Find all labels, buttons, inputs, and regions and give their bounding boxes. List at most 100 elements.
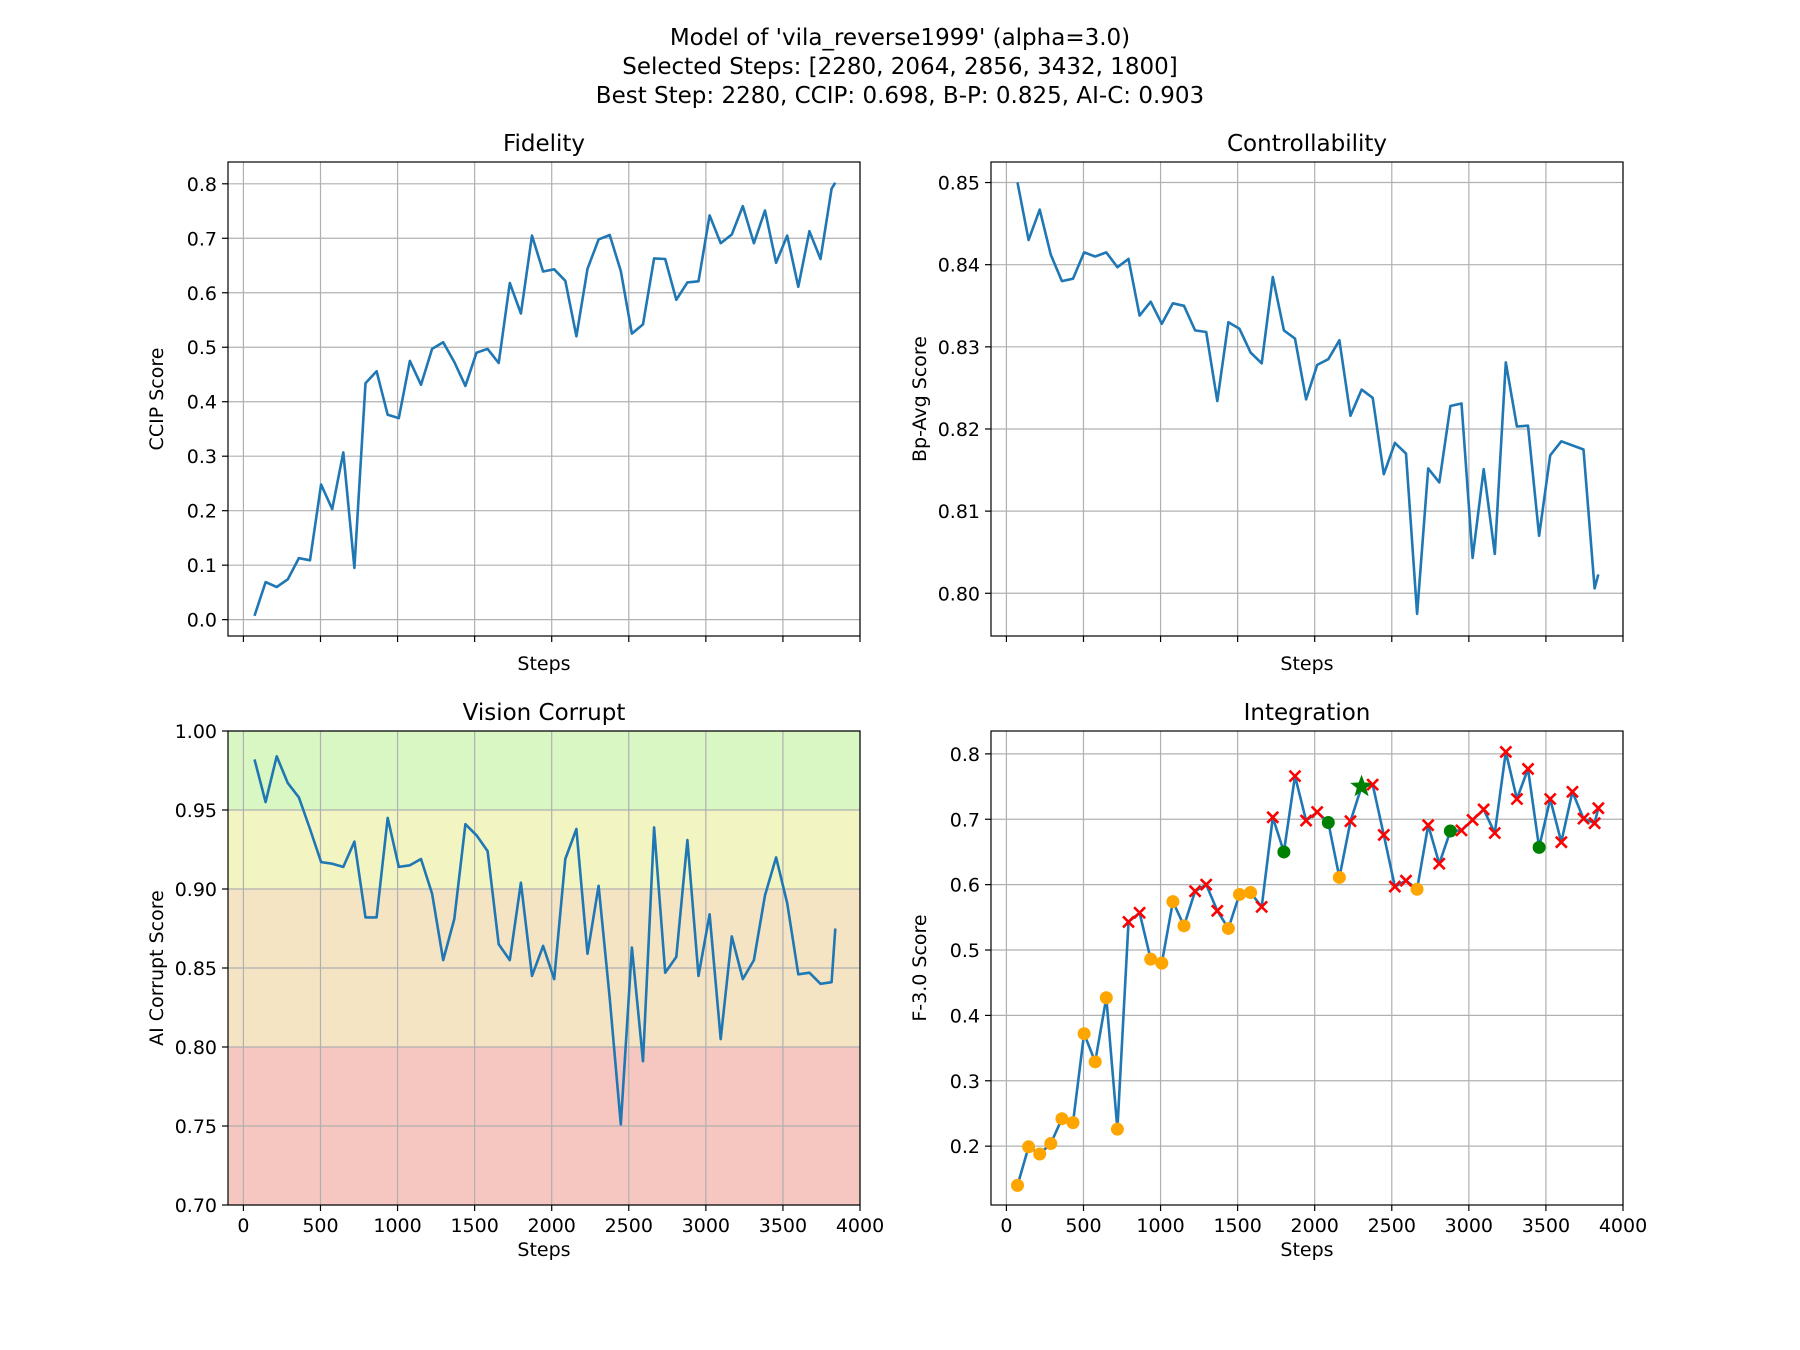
controllability-axes-frame	[990, 161, 1624, 637]
integration-excluded-point-marker	[1399, 874, 1413, 888]
integration-point-marker	[1011, 1178, 1025, 1192]
integration-excluded-point-marker	[1122, 915, 1135, 929]
integration-excluded-point-marker	[1488, 826, 1502, 840]
controllability-x-axis-label: Steps	[1280, 653, 1333, 675]
integration-x-tick-label: 0	[1000, 1215, 1012, 1237]
vision-corrupt-x-tick-label: 2500	[605, 1215, 653, 1237]
integration-point-marker	[1022, 1140, 1036, 1154]
fidelity-y-tick-label: 0.6	[187, 283, 217, 305]
integration-point-marker	[1077, 1027, 1091, 1041]
integration-point-marker	[1088, 1055, 1102, 1069]
integration-point-marker	[1033, 1147, 1047, 1161]
integration-x-axis-label: Steps	[1280, 1239, 1333, 1261]
integration-selected-step-marker	[1532, 840, 1546, 854]
integration-point-marker	[1221, 921, 1235, 935]
integration-selected-step-marker	[1443, 824, 1457, 838]
integration-excluded-point-marker	[1591, 801, 1605, 815]
integration-point-marker	[1044, 1137, 1058, 1151]
integration-x-tick-label: 2500	[1368, 1215, 1416, 1237]
figure-title-line-2: Selected Steps: [2280, 2064, 2856, 3432,…	[622, 54, 1178, 80]
integration-x-tick-label: 3500	[1522, 1215, 1570, 1237]
integration-excluded-point-marker	[1510, 792, 1524, 806]
integration-point-marker	[1055, 1112, 1069, 1126]
vision-corrupt-y-tick-label: 0.90	[175, 879, 217, 901]
vision-corrupt-x-axis-label: Steps	[517, 1239, 570, 1261]
integration-x-tick-label: 500	[1065, 1215, 1101, 1237]
integration-excluded-point-marker	[1499, 745, 1513, 759]
fidelity-x-axis-label: Steps	[517, 653, 570, 675]
vision-corrupt-x-tick-label: 1500	[450, 1215, 498, 1237]
fidelity-y-tick-label: 0.5	[187, 337, 217, 359]
integration-y-tick-label: 0.3	[950, 1071, 980, 1093]
fidelity-axes-frame	[227, 161, 861, 637]
integration-excluded-point-marker	[1310, 805, 1324, 819]
integration-excluded-point-marker	[1521, 762, 1535, 776]
figure-title-line-1: Model of 'vila_reverse1999' (alpha=3.0)	[670, 25, 1130, 51]
integration-excluded-point-marker	[1566, 785, 1579, 799]
vision-corrupt-y-tick-label: 0.70	[175, 1195, 217, 1217]
vision-corrupt-x-tick-label: 1000	[373, 1215, 421, 1237]
integration-excluded-point-marker	[1133, 906, 1147, 920]
controllability-y-tick-label: 0.80	[938, 583, 980, 605]
controllability-chart: 0.80 0.81 0.82 0.83 0.84 0.85 Controllability S…	[909, 131, 1624, 675]
integration-y-tick-label: 0.6	[950, 875, 980, 897]
integration-axes-frame	[990, 730, 1624, 1206]
vision-corrupt-y-tick-label: 1.00	[175, 721, 217, 743]
integration-excluded-point-marker	[1455, 823, 1468, 837]
integration-y-axis-label: F-3.0 Score	[909, 914, 931, 1021]
integration-y-tick-label: 0.4	[950, 1005, 980, 1027]
figure-title-line-3: Best Step: 2280, CCIP: 0.698, B-P: 0.825…	[596, 83, 1204, 109]
integration-excluded-point-marker	[1421, 818, 1435, 832]
vision-corrupt-x-tick-label: 4000	[836, 1215, 884, 1237]
integration-y-tick-label: 0.5	[950, 940, 980, 962]
vision-corrupt-x-tick-label: 3000	[682, 1215, 730, 1237]
integration-point-marker	[1110, 1122, 1124, 1136]
controllability-y-tick-label: 0.83	[938, 337, 980, 359]
integration-excluded-point-marker	[1388, 880, 1402, 894]
integration-excluded-point-marker	[1466, 813, 1479, 827]
integration-excluded-point-marker	[1477, 803, 1491, 816]
integration-excluded-point-marker	[1299, 814, 1313, 827]
vision-corrupt-y-tick-label: 0.95	[175, 800, 217, 822]
vision-corrupt-x-tick-label: 3500	[759, 1215, 807, 1237]
fidelity-chart: 0.0 0.1 0.2 0.3 0.4 0.5 0.6 0.7 0.8 Fidelity Steps…	[146, 131, 861, 675]
integration-x-tick-label: 4000	[1599, 1215, 1647, 1237]
fidelity-title: Fidelity	[503, 131, 585, 157]
fidelity-y-tick-label: 0.0	[187, 610, 217, 632]
integration-point-marker	[1155, 956, 1169, 970]
vision-corrupt-chart: 0 500 1000 1500 2000 2500 3000 3500 4000 0.70 0.75…	[146, 700, 884, 1261]
integration-excluded-point-marker	[1554, 835, 1568, 849]
integration-excluded-point-marker	[1432, 857, 1446, 871]
integration-excluded-point-marker	[1266, 810, 1280, 824]
fidelity-y-tick-label: 0.2	[187, 501, 217, 523]
fidelity-y-tick-label: 0.7	[187, 228, 217, 250]
integration-x-tick-label: 3000	[1445, 1215, 1493, 1237]
integration-point-marker	[1099, 991, 1113, 1005]
vision-corrupt-band-0	[228, 731, 860, 810]
vision-corrupt-y-tick-label: 0.75	[175, 1116, 217, 1138]
integration-point-marker	[1232, 887, 1246, 901]
vision-corrupt-x-tick-label: 2000	[528, 1215, 576, 1237]
integration-point-marker	[1332, 870, 1346, 884]
controllability-y-tick-label: 0.85	[938, 173, 980, 195]
integration-excluded-point-marker	[1366, 778, 1380, 792]
vision-corrupt-x-tick-label: 500	[302, 1215, 338, 1237]
vision-corrupt-band-1	[228, 810, 860, 889]
integration-y-tick-label: 0.8	[950, 744, 980, 766]
vision-corrupt-title: Vision Corrupt	[463, 700, 626, 726]
integration-excluded-point-marker	[1199, 878, 1213, 892]
vision-corrupt-x-tick-label: 0	[237, 1215, 249, 1237]
integration-point-marker	[1177, 919, 1191, 933]
fidelity-series-line	[253, 182, 837, 617]
integration-excluded-point-marker	[1588, 816, 1602, 830]
vision-corrupt-y-axis-label: AI Corrupt Score	[146, 890, 168, 1046]
vision-corrupt-series-line	[253, 754, 837, 1126]
integration-excluded-point-marker	[1344, 814, 1357, 828]
integration-y-tick-label: 0.7	[950, 809, 980, 831]
controllability-y-axis-label: Bp-Avg Score	[909, 336, 931, 462]
integration-selected-step-marker	[1277, 845, 1291, 859]
integration-y-tick-label: 0.2	[950, 1136, 980, 1158]
fidelity-y-tick-label: 0.8	[187, 174, 217, 196]
integration-best-step-star-marker	[1350, 774, 1373, 797]
